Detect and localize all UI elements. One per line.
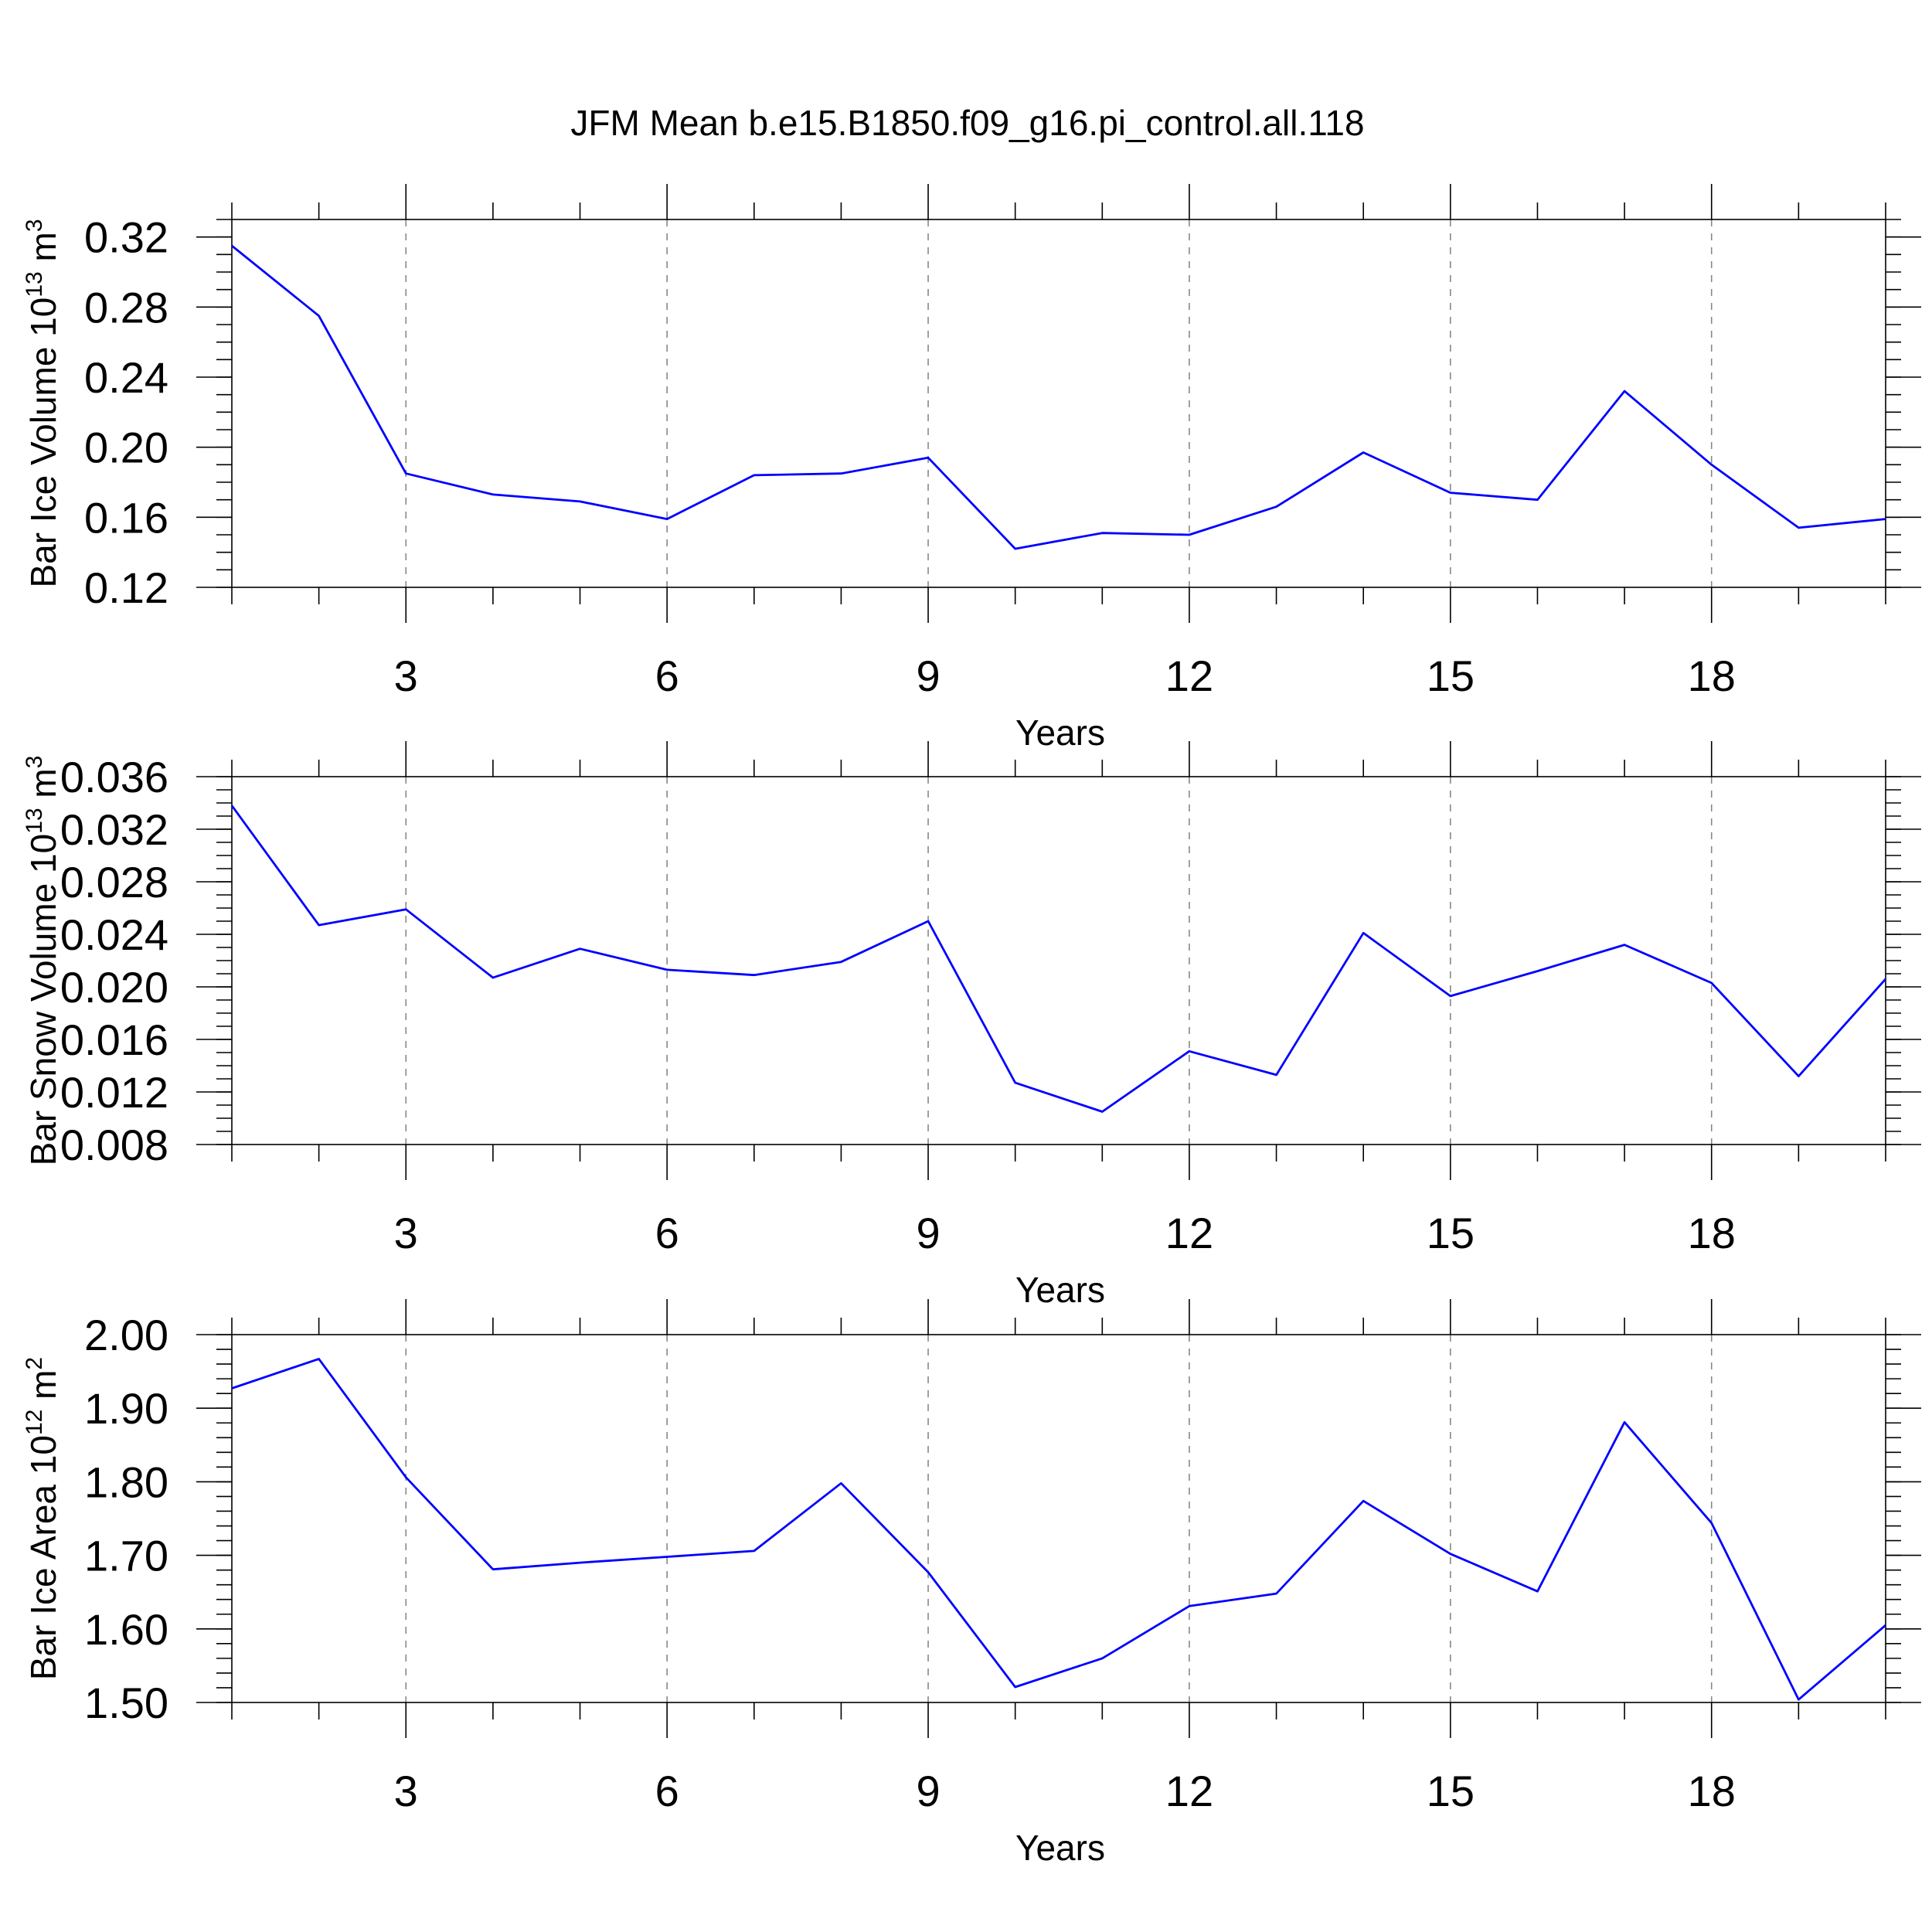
y-tick-label: 1.80 [84, 1458, 168, 1506]
y-axis-title: Bar Ice Area 1012 m2 [22, 1357, 63, 1680]
y-tick-label: 0.12 [84, 563, 168, 612]
y-tick-label: 0.24 [84, 353, 168, 402]
y-tick-label: 0.20 [84, 423, 168, 472]
y-axis-title-superscript: 13 [22, 808, 47, 833]
y-axis-title-superscript: 2 [22, 1357, 47, 1370]
y-tick-label: 0.16 [84, 493, 168, 542]
x-tick-label: 3 [394, 1767, 418, 1815]
y-tick-label: 0.024 [60, 910, 168, 959]
y-axis-title-superscript: 13 [22, 271, 47, 297]
series-line-ice-area [231, 1358, 1886, 1701]
y-tick-label: 1.90 [84, 1384, 168, 1433]
x-tick-label: 18 [1688, 1767, 1736, 1815]
y-axis-title-text: Bar Snow Volume 10 [23, 834, 63, 1166]
x-tick-label: 18 [1688, 1209, 1736, 1257]
panels: 0.12 0.16 0.20 0.24 0.28 0.32 3 6 9 12 15 18 Years Ba… [22, 184, 1921, 1868]
y-tick-label: 0.032 [60, 805, 168, 854]
x-tick-label: 12 [1165, 1767, 1213, 1815]
y-axis-title-text: m [23, 1370, 63, 1410]
y-axis-title: Bar Snow Volume 1013 m3 [22, 756, 63, 1166]
y-tick-label: 0.020 [60, 963, 168, 1012]
x-tick-label: 6 [655, 1209, 679, 1257]
x-tick-label: 12 [1165, 1209, 1213, 1257]
x-tick-label: 6 [655, 1767, 679, 1815]
x-tick-label: 3 [394, 1209, 418, 1257]
x-tick-label: 9 [916, 1209, 940, 1257]
y-tick-label: 0.028 [60, 858, 168, 906]
plot-frame [231, 1334, 1886, 1703]
figure-title: JFM Mean b.e15.B1850.f09_g16.pi_control.… [570, 103, 1364, 143]
panel-snow-volume: 0.0080.0120.0160.0200.0240.0280.0320.036… [22, 741, 1921, 1310]
y-tick-label: 1.70 [84, 1532, 168, 1580]
series-line-ice-volume [231, 244, 1886, 550]
x-tick-label: 6 [655, 651, 679, 700]
plot-frame [231, 219, 1886, 588]
x-axis-title: Years [1015, 1828, 1105, 1868]
x-axis-title: Years [1015, 713, 1105, 753]
y-axis-title-superscript: 3 [22, 219, 47, 232]
x-tick-label: 18 [1688, 651, 1736, 700]
y-axis-title-text: Bar Ice Volume 10 [23, 298, 63, 588]
x-tick-label: 15 [1427, 651, 1475, 700]
x-tick-label: 15 [1427, 1767, 1475, 1815]
y-tick-label: 1.50 [84, 1679, 168, 1727]
y-tick-label: 0.016 [60, 1015, 168, 1064]
y-tick-label: 2.00 [84, 1311, 168, 1359]
y-axis-title: Bar Ice Volume 1013 m3 [22, 219, 63, 587]
plot-frame [231, 776, 1886, 1145]
y-tick-label: 0.012 [60, 1068, 168, 1117]
panel-ice-volume: 0.12 0.16 0.20 0.24 0.28 0.32 3 6 9 12 15 18 Years Ba… [22, 184, 1921, 753]
y-axis-title-superscript: 3 [22, 756, 47, 769]
y-axis-title-text: Bar Ice Area 10 [23, 1435, 63, 1680]
y-tick-label: 0.008 [60, 1121, 168, 1169]
x-tick-label: 9 [916, 651, 940, 700]
panel-ice-area: 1.50 1.60 1.70 1.80 1.90 2.00 3 6 9 12 15 18 Years Ba… [22, 1299, 1921, 1868]
y-axis-title-text: m [23, 232, 63, 271]
series-line-snow-volume [230, 804, 1887, 1113]
x-tick-label: 3 [394, 651, 418, 700]
y-tick-label: 0.32 [84, 213, 168, 262]
x-tick-label: 9 [916, 1767, 940, 1815]
y-axis-title-superscript: 12 [22, 1410, 47, 1435]
y-axis-title-text: m [23, 768, 63, 808]
y-tick-label: 0.036 [60, 753, 168, 801]
x-axis-title: Years [1015, 1270, 1105, 1310]
x-tick-label: 12 [1165, 651, 1213, 700]
y-tick-label: 0.28 [84, 283, 168, 332]
y-tick-label: 1.60 [84, 1605, 168, 1654]
x-tick-label: 15 [1427, 1209, 1475, 1257]
